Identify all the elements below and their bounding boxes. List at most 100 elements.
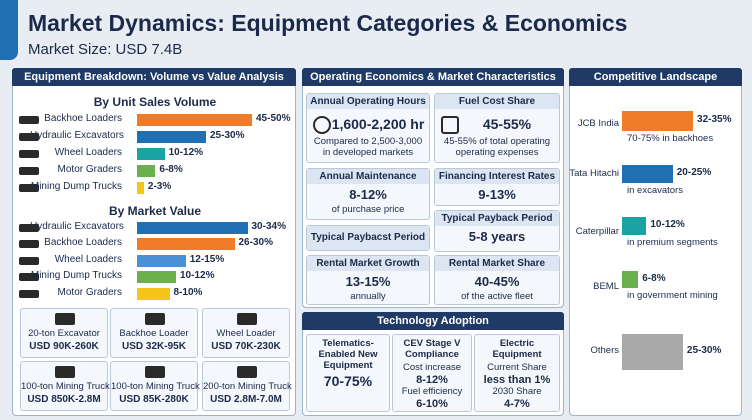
tech-column: Telematics-Enabled New Equipment 70-75%	[306, 334, 390, 412]
tech-line: Current Share	[487, 362, 547, 373]
icon	[19, 167, 39, 175]
bar-value: 2-3%	[147, 181, 172, 192]
metric-title: Rental Market Share	[435, 256, 559, 271]
bar-label: Wheel Loaders	[54, 254, 122, 265]
icon	[237, 366, 257, 378]
tech-line: Fuel efficiency	[401, 386, 463, 397]
price-card: 100-ton Mining Truck USD 85K-280K	[110, 361, 200, 411]
metric-value: 40-45%	[474, 274, 520, 289]
metric-card: Typical Payback Period 5-8 years	[434, 210, 560, 252]
icon	[19, 273, 39, 281]
metric-value: 13-15%	[345, 274, 391, 289]
bar-label: Motor Graders	[57, 287, 122, 298]
bar-value: 12-15%	[189, 254, 225, 265]
bar	[137, 148, 165, 160]
share-note: 70-75% in backhoes	[627, 133, 714, 144]
metric-note: of the active fleet	[461, 291, 533, 302]
tech-line: 6-10%	[416, 398, 448, 410]
bar	[137, 288, 170, 300]
price-card: 20-ton Excavator USD 90K-260K	[20, 308, 108, 358]
panel-header: Equipment Breakdown: Volume vs Value Ana…	[12, 68, 296, 86]
bar-label: Backhoe Loaders	[44, 113, 122, 124]
tech-line: 4-7%	[504, 398, 530, 410]
price-name: 100-ton Mining Truck	[111, 381, 200, 392]
icon	[19, 133, 39, 141]
metric-card: Rental Market Growth 13-15% annually	[306, 255, 430, 305]
icon	[19, 116, 39, 124]
metric-note: Compared to 2,500-3,000 in developed mar…	[313, 136, 423, 158]
bar-label: Wheel Loaders	[54, 147, 122, 158]
icon	[55, 313, 75, 325]
metric-value: 1,600-2,200 hr	[331, 116, 425, 132]
bar-label: Motor Graders	[57, 164, 122, 175]
tech-line: 8-12%	[416, 374, 448, 386]
bar-label: Mining Dump Trucks	[30, 270, 122, 281]
bar-value: 26-30%	[238, 237, 273, 248]
tech-line: 2030 Share	[492, 386, 542, 397]
panel-header: Operating Economics & Market Characteris…	[302, 68, 564, 86]
tech-title: CEV Stage V Compliance	[403, 338, 461, 360]
bar	[137, 238, 235, 250]
bar	[137, 222, 248, 234]
share-bar	[622, 165, 673, 183]
metric-card: Financing Interest Rates 9-13%	[434, 168, 560, 206]
metric-title: Financing Interest Rates	[435, 169, 559, 184]
icon	[19, 290, 39, 298]
page-title: Market Dynamics: Equipment Categories & …	[28, 10, 628, 36]
price-name: 20-ton Excavator	[28, 328, 100, 339]
icon	[19, 224, 39, 232]
bar-label: Hydraulic Excavators	[30, 130, 124, 141]
metric-title: Annual Maintenance	[307, 169, 429, 184]
share-note: in excavators	[627, 185, 683, 196]
bar	[137, 165, 156, 177]
bar-label: Mining Dump Trucks	[30, 181, 122, 192]
company-name: BEML	[593, 281, 619, 292]
price-name: 100-ton Mining Truck	[21, 381, 110, 392]
metric-value: 9-13%	[478, 187, 516, 202]
bar-value: 25-30%	[210, 130, 245, 141]
corner-accent	[0, 0, 18, 60]
share-bar	[622, 217, 647, 235]
company-name: Others	[590, 345, 619, 356]
bar	[137, 255, 186, 267]
tech-column: Electric Equipment Current Share less than…	[474, 334, 560, 412]
metric-value: 8-12%	[349, 187, 387, 202]
icon	[19, 257, 39, 265]
icon	[313, 116, 331, 134]
metric-card: Rental Market Share 40-45% of the active f…	[434, 255, 560, 305]
price-value: USD 2.8M-7.0M	[210, 394, 282, 405]
price-name: Wheel Loader	[216, 328, 276, 339]
metric-note: of purchase price	[331, 204, 405, 215]
metric-value: 45-55%	[482, 116, 532, 132]
tech-line: less than 1%	[483, 374, 551, 386]
company-name: Caterpillar	[575, 226, 619, 237]
section-title: By Market Value	[108, 204, 202, 218]
metric-title: Typical Payback Period	[435, 211, 559, 226]
price-value: USD 850K-2.8M	[27, 394, 101, 405]
company-name: Tata Hitachi	[569, 168, 619, 179]
share-value: 6-8%	[642, 272, 666, 284]
bar-value: 10-12%	[180, 270, 215, 281]
section-title: By Unit Sales Volume	[93, 95, 217, 109]
tech-column: CEV Stage V Compliance Cost increase 8-12%…	[392, 334, 472, 412]
icon	[441, 116, 459, 134]
icon	[19, 184, 39, 192]
price-name: 200-ton Mining Truck	[203, 381, 292, 392]
metric-card: Annual Operating Hours 1,600-2,200 hr Comp…	[306, 93, 430, 163]
metric-note: 45-55% of total operating operating expe…	[443, 136, 551, 158]
company-name: JCB India	[577, 118, 619, 129]
price-card: 100-ton Mining Truck USD 850K-2.8M	[20, 361, 110, 411]
metric-title: Rental Market Growth	[307, 256, 429, 271]
price-value: USD 90K-260K	[29, 341, 99, 352]
bar-value: 8-10%	[173, 287, 203, 298]
panel-header: Competitive Landscape	[569, 68, 742, 86]
price-value: USD 70K-230K	[211, 341, 281, 352]
share-note: in premium segments	[627, 237, 718, 248]
metric-card: Fuel Cost Share 45-55% 45-55% of total ope…	[434, 93, 560, 163]
bar-value: 30-34%	[251, 221, 286, 232]
bar-label: Hydraulic Excavators	[30, 221, 124, 232]
share-value: 25-30%	[686, 345, 722, 356]
metric-value: 5-8 years	[468, 229, 526, 244]
price-name: Backhoe Loader	[119, 328, 189, 339]
